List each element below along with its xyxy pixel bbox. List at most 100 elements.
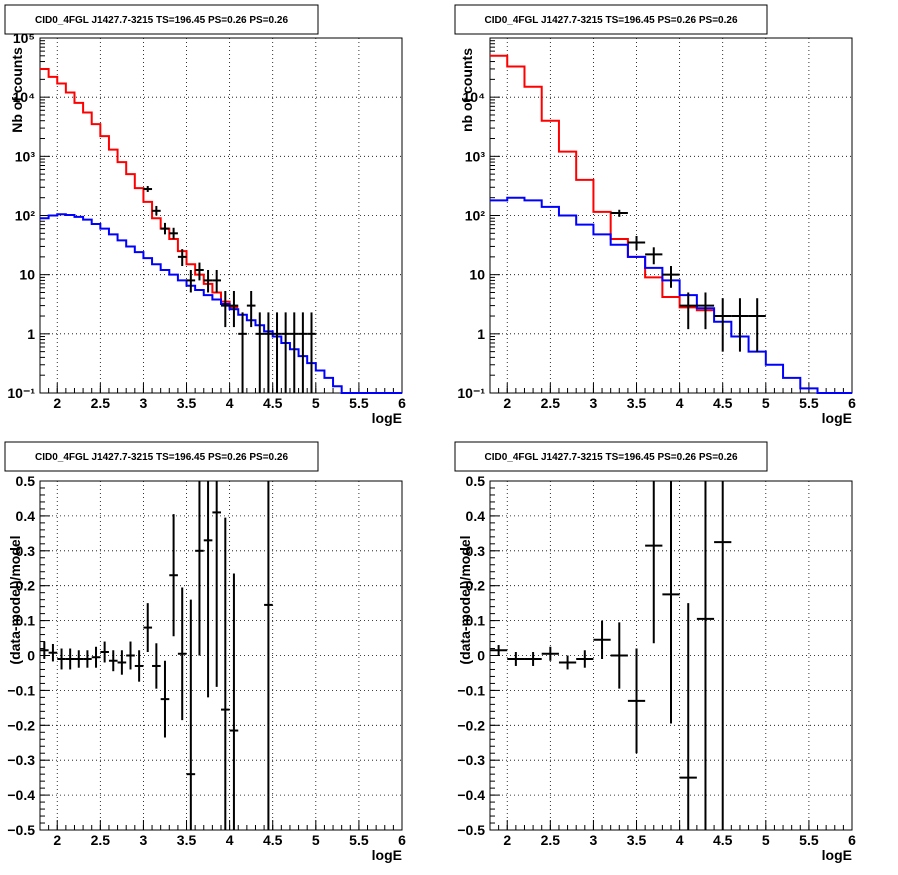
x-tick-label: 4.5 — [713, 395, 733, 411]
data-point — [160, 660, 170, 738]
data-point — [507, 652, 525, 666]
x-tick-label: 5 — [762, 395, 770, 411]
grid-lines — [40, 481, 402, 830]
data-point — [169, 227, 178, 240]
x-axis-label: logE — [822, 847, 852, 863]
y-tick-label: −0.2 — [7, 717, 35, 733]
y-tick-label: −0.3 — [457, 752, 485, 768]
x-tick-label: 2.5 — [91, 395, 111, 411]
x-tick-label: 5 — [762, 832, 770, 848]
data-point — [662, 266, 680, 288]
y-tick-label: 0 — [477, 648, 485, 664]
data-point — [264, 312, 273, 393]
data-point — [593, 620, 611, 659]
data-point — [264, 481, 273, 830]
y-tick-label: −0.2 — [457, 717, 485, 733]
y-tick-label: 10 — [19, 267, 35, 283]
title-box — [454, 4, 768, 35]
y-axis-label: (data-model)/model — [457, 535, 473, 664]
title-box — [4, 4, 319, 35]
series-model-background-line — [490, 196, 852, 394]
data-point — [195, 262, 204, 281]
data-point — [610, 209, 628, 217]
y-tick-label: 10⁴ — [13, 89, 36, 105]
data-point — [272, 312, 282, 393]
data-point — [255, 312, 265, 393]
x-tick-label: 4 — [676, 832, 684, 848]
title-box — [454, 441, 768, 472]
y-tick-label: 10⁻¹ — [7, 385, 35, 401]
data-point — [100, 641, 109, 663]
data-point — [152, 205, 161, 216]
x-tick-label: 5.5 — [349, 832, 369, 848]
x-tick-label: 3 — [590, 395, 598, 411]
data-point — [714, 481, 732, 830]
y-tick-label: 10³ — [465, 148, 486, 164]
data-point — [221, 517, 230, 830]
chart-panel-p4: CID0_4FGL J1427.7-3215 TS=196.45 PS=0.26… — [454, 441, 856, 863]
y-tick-label: 10 — [469, 267, 485, 283]
x-tick-label: 4.5 — [713, 832, 733, 848]
y-tick-label: 1 — [477, 326, 485, 342]
data-point — [679, 603, 697, 830]
data-point — [610, 622, 628, 689]
y-tick-label: 0 — [27, 648, 35, 664]
y-tick-label: 10² — [465, 208, 486, 224]
x-tick-label: 5 — [312, 395, 320, 411]
data-point — [152, 643, 161, 689]
data-point — [91, 646, 101, 668]
y-tick-label: −0.1 — [457, 682, 485, 698]
chart-panel-p3: CID0_4FGL J1427.7-3215 TS=196.45 PS=0.26… — [4, 441, 406, 863]
data-point — [83, 650, 92, 668]
y-tick-label: 0.2 — [466, 578, 486, 594]
series-model-total-line — [40, 67, 239, 309]
x-tick-label: 3.5 — [627, 832, 647, 848]
data-point — [143, 603, 153, 653]
x-tick-label: 2 — [503, 395, 511, 411]
x-tick-label: 3.5 — [177, 395, 197, 411]
chart-title: CID0_4FGL J1427.7-3215 TS=196.45 PS=0.26… — [35, 15, 288, 26]
data-point — [645, 247, 663, 265]
x-axis-label: logE — [372, 847, 402, 863]
y-tick-label: −0.4 — [7, 787, 35, 803]
x-tick-label: 2 — [503, 832, 511, 848]
series-model-background-line — [40, 213, 402, 394]
data-point — [57, 648, 66, 670]
y-tick-label: 0.4 — [466, 508, 486, 524]
y-tick-label: 0.1 — [16, 613, 36, 629]
data-point — [177, 587, 187, 721]
data-point — [48, 643, 58, 662]
y-axis-label: Nb of counts — [9, 47, 25, 133]
chart-title: CID0_4FGL J1427.7-3215 TS=196.45 PS=0.26… — [484, 15, 737, 26]
x-tick-label: 3.5 — [627, 395, 647, 411]
x-tick-label: 3 — [590, 832, 598, 848]
data-point — [627, 236, 646, 251]
data-point — [576, 650, 594, 668]
x-axis-label: logE — [822, 410, 852, 426]
data-point — [298, 312, 308, 393]
y-tick-label: 0.3 — [16, 543, 36, 559]
y-tick-label: 0.5 — [466, 473, 486, 489]
data-point — [160, 222, 170, 235]
y-tick-label: 0.5 — [16, 473, 36, 489]
y-tick-label: 10³ — [15, 148, 36, 164]
data-point — [186, 599, 196, 830]
y-tick-label: 0.4 — [16, 508, 36, 524]
y-tick-label: 0.1 — [466, 613, 486, 629]
x-tick-label: 5.5 — [799, 832, 819, 848]
x-tick-label: 4.5 — [263, 832, 283, 848]
x-tick-label: 6 — [398, 395, 406, 411]
data-point — [246, 290, 256, 328]
data-point — [212, 269, 221, 293]
y-tick-label: 10⁵ — [13, 30, 35, 46]
chart-panel-p1: CID0_4FGL J1427.7-3215 TS=196.45 PS=0.26… — [4, 4, 406, 426]
y-tick-label: −0.5 — [7, 822, 35, 838]
x-tick-label: 4.5 — [263, 395, 283, 411]
x-axis-label: logE — [372, 410, 402, 426]
data-point — [748, 298, 766, 352]
x-tick-label: 6 — [848, 832, 856, 848]
y-tick-label: −0.1 — [7, 682, 35, 698]
y-tick-label: 1 — [27, 326, 35, 342]
data-point — [541, 646, 559, 661]
